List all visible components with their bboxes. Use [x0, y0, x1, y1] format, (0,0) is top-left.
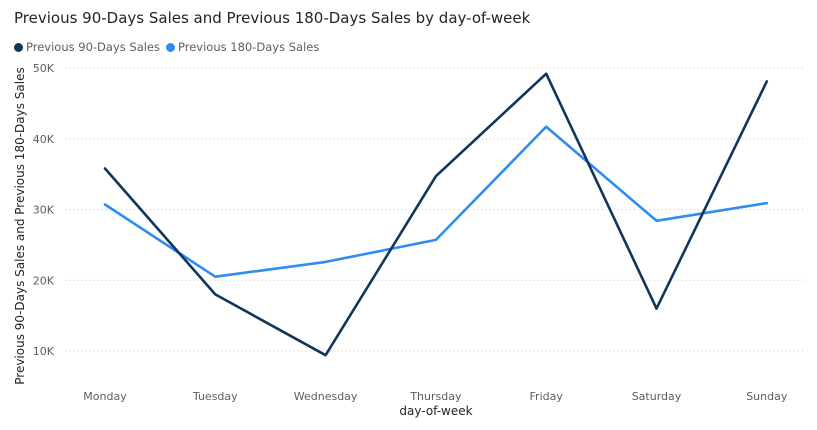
x-tick-label: Saturday — [632, 390, 682, 403]
legend-label-90-days: Previous 90-Days Sales — [26, 40, 161, 54]
series-line-180-days — [103, 125, 769, 279]
x-axis-label: day-of-week — [399, 404, 473, 418]
y-tick-label: 20K — [33, 274, 55, 287]
x-tick-label: Friday — [530, 390, 564, 403]
y-tick-label: 50K — [33, 62, 55, 75]
x-tick-label: Sunday — [746, 390, 788, 403]
legend-item-90-days[interactable]: Previous 90-Days Sales — [14, 40, 160, 54]
x-tick-label: Monday — [83, 390, 127, 403]
x-tick-label: Thursday — [409, 390, 462, 403]
series-line-90-days — [103, 72, 769, 357]
chart-title: Previous 90-Days Sales and Previous 180-… — [14, 9, 531, 27]
legend-label-180-days: Previous 180-Days Sales — [178, 40, 320, 54]
legend-marker-180-days — [166, 42, 176, 52]
legend-marker-90-days — [14, 42, 23, 52]
legend-item-180-days[interactable]: Previous 180-Days Sales — [166, 40, 319, 54]
legend: Previous 90-Days Sales Previous 180-Days… — [14, 40, 325, 54]
x-tick-label: Tuesday — [192, 390, 238, 403]
y-tick-label: 30K — [33, 204, 55, 217]
y-axis-label: Previous 90-Days Sales and Previous 180-… — [13, 67, 27, 385]
x-tick-label: Wednesday — [294, 390, 358, 403]
y-tick-label: 10K — [33, 345, 55, 358]
y-tick-label: 40K — [33, 133, 55, 146]
